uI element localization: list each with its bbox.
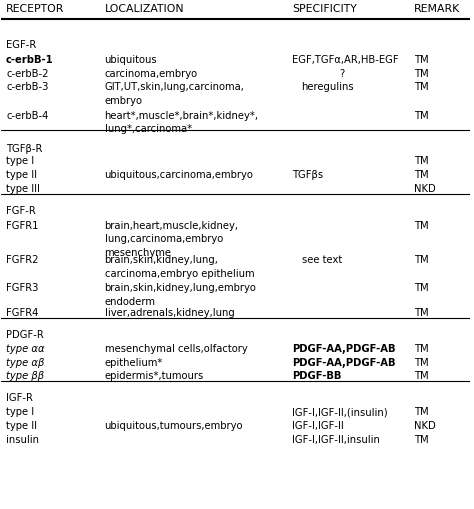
- Text: type II: type II: [6, 169, 37, 180]
- Text: TM: TM: [414, 68, 429, 78]
- Text: TM: TM: [414, 308, 429, 318]
- Text: TM: TM: [414, 169, 429, 180]
- Text: ubiquitous: ubiquitous: [105, 54, 157, 65]
- Text: TM: TM: [414, 54, 429, 65]
- Text: PDGF-R: PDGF-R: [6, 329, 44, 340]
- Text: PDGF-AA,PDGF-AB: PDGF-AA,PDGF-AB: [292, 357, 396, 367]
- Text: TM: TM: [414, 220, 429, 230]
- Text: type I: type I: [6, 406, 34, 416]
- Text: EGF,TGFα,AR,HB-EGF: EGF,TGFα,AR,HB-EGF: [292, 54, 399, 65]
- Text: REMARK: REMARK: [414, 4, 460, 14]
- Text: lung,carcinoma,embryo: lung,carcinoma,embryo: [105, 234, 223, 244]
- Text: IGF-R: IGF-R: [6, 392, 33, 402]
- Text: heart*,muscle*,brain*,kidney*,: heart*,muscle*,brain*,kidney*,: [105, 110, 259, 120]
- Text: epithelium*: epithelium*: [105, 357, 163, 367]
- Text: TM: TM: [414, 110, 429, 120]
- Text: IGF-I,IGF-II: IGF-I,IGF-II: [292, 420, 344, 430]
- Text: embryo: embryo: [105, 96, 143, 106]
- Text: GIT,UT,skin,lung,carcinoma,: GIT,UT,skin,lung,carcinoma,: [105, 82, 245, 92]
- Text: type αα: type αα: [6, 343, 45, 353]
- Text: brain,skin,kidney,lung,embryo: brain,skin,kidney,lung,embryo: [105, 282, 256, 292]
- Text: epidermis*,tumours: epidermis*,tumours: [105, 371, 204, 380]
- Text: insulin: insulin: [6, 434, 39, 444]
- Text: type ββ: type ββ: [6, 371, 44, 380]
- Text: c-erbB-3: c-erbB-3: [6, 82, 48, 92]
- Text: see text: see text: [301, 254, 342, 265]
- Text: IGF-I,IGF-II,insulin: IGF-I,IGF-II,insulin: [292, 434, 380, 444]
- Text: c-erbB-4: c-erbB-4: [6, 110, 48, 120]
- Text: lung*,carcinoma*: lung*,carcinoma*: [105, 124, 191, 134]
- Text: type αβ: type αβ: [6, 357, 45, 367]
- Text: mesenchymal cells,olfactory: mesenchymal cells,olfactory: [105, 343, 247, 353]
- Text: TM: TM: [414, 406, 429, 416]
- Text: FGF-R: FGF-R: [6, 206, 36, 216]
- Text: type I: type I: [6, 156, 34, 166]
- Text: ubiquitous,carcinoma,embryo: ubiquitous,carcinoma,embryo: [105, 169, 254, 180]
- Text: ubiquitous,tumours,embryo: ubiquitous,tumours,embryo: [105, 420, 243, 430]
- Text: TM: TM: [414, 156, 429, 166]
- Text: TM: TM: [414, 434, 429, 444]
- Text: FGFR2: FGFR2: [6, 254, 38, 265]
- Text: FGFR1: FGFR1: [6, 220, 38, 230]
- Text: TGFβs: TGFβs: [292, 169, 323, 180]
- Text: TM: TM: [414, 254, 429, 265]
- Text: ?: ?: [339, 68, 344, 78]
- Text: PDGF-AA,PDGF-AB: PDGF-AA,PDGF-AB: [292, 343, 396, 353]
- Text: TGFβ-R: TGFβ-R: [6, 143, 43, 153]
- Text: mesenchyme: mesenchyme: [105, 247, 172, 258]
- Text: RECEPTOR: RECEPTOR: [6, 4, 64, 14]
- Text: TM: TM: [414, 371, 429, 380]
- Text: liver,adrenals,kidney,lung: liver,adrenals,kidney,lung: [105, 308, 234, 318]
- Text: carcinoma,embryo: carcinoma,embryo: [105, 68, 198, 78]
- Text: brain,skin,kidney,lung,: brain,skin,kidney,lung,: [105, 254, 219, 265]
- Text: TM: TM: [414, 282, 429, 292]
- Text: type II: type II: [6, 420, 37, 430]
- Text: heregulins: heregulins: [301, 82, 354, 92]
- Text: c-erbB-1: c-erbB-1: [6, 54, 54, 65]
- Text: FGFR4: FGFR4: [6, 308, 38, 318]
- Text: carcinoma,embryo epithelium: carcinoma,embryo epithelium: [105, 268, 254, 278]
- Text: c-erbB-2: c-erbB-2: [6, 68, 48, 78]
- Text: brain,heart,muscle,kidney,: brain,heart,muscle,kidney,: [105, 220, 238, 230]
- Text: LOCALIZATION: LOCALIZATION: [105, 4, 184, 14]
- Text: TM: TM: [414, 343, 429, 353]
- Text: EGF-R: EGF-R: [6, 40, 36, 49]
- Text: PDGF-BB: PDGF-BB: [292, 371, 342, 380]
- Text: NKD: NKD: [414, 420, 436, 430]
- Text: type III: type III: [6, 183, 40, 193]
- Text: endoderm: endoderm: [105, 296, 155, 306]
- Text: SPECIFICITY: SPECIFICITY: [292, 4, 357, 14]
- Text: NKD: NKD: [414, 183, 436, 193]
- Text: TM: TM: [414, 357, 429, 367]
- Text: TM: TM: [414, 82, 429, 92]
- Text: IGF-I,IGF-II,(insulin): IGF-I,IGF-II,(insulin): [292, 406, 388, 416]
- Text: FGFR3: FGFR3: [6, 282, 38, 292]
